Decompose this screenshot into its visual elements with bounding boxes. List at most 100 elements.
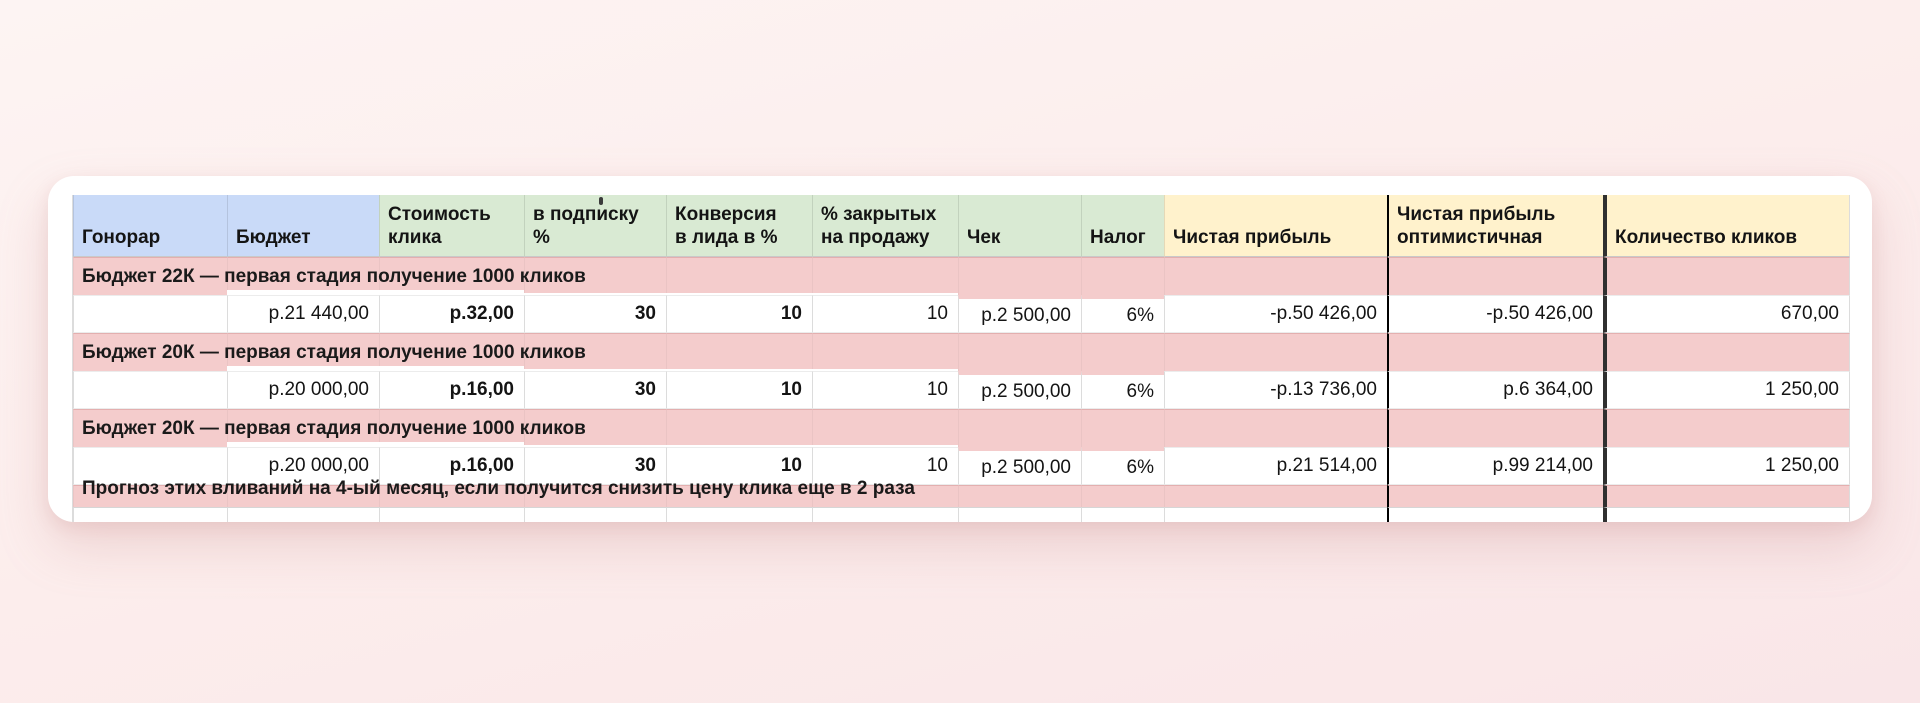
partial-cell[interactable] xyxy=(1081,507,1164,522)
partial-cell[interactable] xyxy=(958,507,1081,522)
cell-net-profit[interactable]: р.21 514,00 xyxy=(1164,447,1387,485)
cell-cost-per-click[interactable]: р.16,00 xyxy=(379,447,524,485)
section-cell-fee[interactable]: Бюджет 22К — первая стадия получение 100… xyxy=(73,257,586,295)
partial-cell[interactable] xyxy=(1164,507,1387,522)
cell-fee[interactable] xyxy=(73,447,227,485)
section-cell-to-subscription-pct[interactable] xyxy=(524,409,666,447)
partial-cell[interactable] xyxy=(666,507,812,522)
column-header-net-profit[interactable]: Чистая прибыль xyxy=(1164,195,1387,257)
section-cell-cost-per-click[interactable] xyxy=(379,257,524,295)
column-header-check[interactable]: Чек xyxy=(958,195,1081,257)
section-cell-net-profit-optimistic[interactable] xyxy=(1387,333,1603,371)
section-cell-tax[interactable] xyxy=(1081,409,1164,447)
section-cell-clicks-count[interactable] xyxy=(1603,257,1850,295)
cell-check[interactable]: р.2 500,00 xyxy=(958,295,1081,333)
section-cell-closed-sales-pct[interactable] xyxy=(812,257,958,295)
section-cell-lead-conversion-pct[interactable] xyxy=(666,485,812,507)
cell-net-profit[interactable]: -р.50 426,00 xyxy=(1164,295,1387,333)
section-cell-cost-per-click[interactable] xyxy=(379,333,524,371)
cell-cost-per-click[interactable]: р.16,00 xyxy=(379,371,524,409)
cell-clicks-count[interactable]: 1 250,00 xyxy=(1603,447,1850,485)
column-header-net-profit-optimistic[interactable]: Чистая прибыль оптимистичная xyxy=(1387,195,1603,257)
cell-budget[interactable]: р.20 000,00 xyxy=(227,447,379,485)
column-header-fee[interactable]: Гонорар xyxy=(73,195,227,257)
cell-net-profit-optimistic[interactable]: р.99 214,00 xyxy=(1387,447,1603,485)
partial-cell[interactable] xyxy=(812,507,958,522)
partial-cell[interactable] xyxy=(73,507,227,522)
section-cell-tax[interactable] xyxy=(1081,485,1164,507)
cell-fee[interactable] xyxy=(73,295,227,333)
cell-lead-conversion-pct[interactable]: 10 xyxy=(666,447,812,485)
cell-clicks-count[interactable]: 670,00 xyxy=(1603,295,1850,333)
section-cell-net-profit[interactable] xyxy=(1164,485,1387,507)
section-cell-fee[interactable]: Бюджет 20К — первая стадия получение 100… xyxy=(73,409,586,447)
cell-check[interactable]: р.2 500,00 xyxy=(958,371,1081,409)
cell-budget[interactable]: р.21 440,00 xyxy=(227,295,379,333)
section-cell-budget[interactable] xyxy=(227,333,379,371)
cell-net-profit-optimistic[interactable]: -р.50 426,00 xyxy=(1387,295,1603,333)
section-cell-check[interactable] xyxy=(958,333,1081,371)
section-cell-lead-conversion-pct[interactable] xyxy=(666,409,812,447)
section-cell-net-profit[interactable] xyxy=(1164,333,1387,371)
cell-tax[interactable]: 6% xyxy=(1081,371,1164,409)
column-header-cost-per-click[interactable]: Стоимость клика xyxy=(379,195,524,257)
section-cell-budget[interactable] xyxy=(227,409,379,447)
cell-budget[interactable]: р.20 000,00 xyxy=(227,371,379,409)
partial-cell[interactable] xyxy=(1603,507,1850,522)
cell-closed-sales-pct[interactable]: 10 xyxy=(812,447,958,485)
cell-tax[interactable]: 6% xyxy=(1081,447,1164,485)
section-cell-net-profit-optimistic[interactable] xyxy=(1387,409,1603,447)
section-cell-to-subscription-pct[interactable] xyxy=(524,333,666,371)
section-cell-net-profit[interactable] xyxy=(1164,257,1387,295)
column-header-to-subscription-pct[interactable]: в подписку % xyxy=(524,195,666,257)
cell-lead-conversion-pct[interactable]: 10 xyxy=(666,295,812,333)
section-cell-net-profit[interactable] xyxy=(1164,409,1387,447)
cell-to-subscription-pct[interactable]: 30 xyxy=(524,371,666,409)
section-cell-fee[interactable]: Бюджет 20К — первая стадия получение 100… xyxy=(73,333,586,371)
section-cell-check[interactable] xyxy=(958,257,1081,295)
partial-cell[interactable] xyxy=(227,507,379,522)
cell-net-profit[interactable]: -р.13 736,00 xyxy=(1164,371,1387,409)
section-cell-cost-per-click[interactable] xyxy=(379,409,524,447)
section-cell-lead-conversion-pct[interactable] xyxy=(666,257,812,295)
section-cell-tax[interactable] xyxy=(1081,257,1164,295)
cell-net-profit-optimistic[interactable]: р.6 364,00 xyxy=(1387,371,1603,409)
section-cell-closed-sales-pct[interactable] xyxy=(812,333,958,371)
partial-cell[interactable] xyxy=(1387,507,1603,522)
cell-cost-per-click[interactable]: р.32,00 xyxy=(379,295,524,333)
cell-to-subscription-pct[interactable]: 30 xyxy=(524,295,666,333)
column-header-closed-sales-pct[interactable]: % закрытых на продажу xyxy=(812,195,958,257)
cell-fee[interactable] xyxy=(73,371,227,409)
section-cell-lead-conversion-pct[interactable] xyxy=(666,333,812,371)
section-cell-fee[interactable]: Прогноз этих вливаний на 4-ый месяц, есл… xyxy=(73,478,915,507)
cell-closed-sales-pct[interactable]: 10 xyxy=(812,371,958,409)
section-cell-net-profit-optimistic[interactable] xyxy=(1387,257,1603,295)
cell-clicks-count[interactable]: 1 250,00 xyxy=(1603,371,1850,409)
section-cell-clicks-count[interactable] xyxy=(1603,409,1850,447)
section-cell-clicks-count[interactable] xyxy=(1603,333,1850,371)
cell-check[interactable]: р.2 500,00 xyxy=(958,447,1081,485)
section-cell-check[interactable] xyxy=(958,485,1081,507)
section-cell-clicks-count[interactable] xyxy=(1603,485,1850,507)
section-cell-closed-sales-pct[interactable] xyxy=(812,409,958,447)
section-cell-cost-per-click[interactable] xyxy=(379,485,524,507)
section-cell-check[interactable] xyxy=(958,409,1081,447)
column-header-lead-conversion-pct[interactable]: Конверсия в лида в % xyxy=(666,195,812,257)
section-cell-net-profit-optimistic[interactable] xyxy=(1387,485,1603,507)
section-cell-to-subscription-pct[interactable] xyxy=(524,257,666,295)
cell-to-subscription-pct[interactable]: 30 xyxy=(524,447,666,485)
section-cell-budget[interactable] xyxy=(227,257,379,295)
section-cell-budget[interactable] xyxy=(227,485,379,507)
column-header-clicks-count[interactable]: Количество кликов xyxy=(1603,195,1850,257)
cell-closed-sales-pct[interactable]: 10 xyxy=(812,295,958,333)
section-cell-tax[interactable] xyxy=(1081,333,1164,371)
section-cell-to-subscription-pct[interactable] xyxy=(524,485,666,507)
partial-cell[interactable] xyxy=(524,507,666,522)
partial-cell[interactable] xyxy=(379,507,524,522)
cell-tax[interactable]: 6% xyxy=(1081,295,1164,333)
cell-lead-conversion-pct[interactable]: 10 xyxy=(666,371,812,409)
section-cell-closed-sales-pct[interactable] xyxy=(812,485,958,507)
column-header-budget[interactable]: Бюджет xyxy=(227,195,379,257)
column-header-tax[interactable]: Налог xyxy=(1081,195,1164,257)
